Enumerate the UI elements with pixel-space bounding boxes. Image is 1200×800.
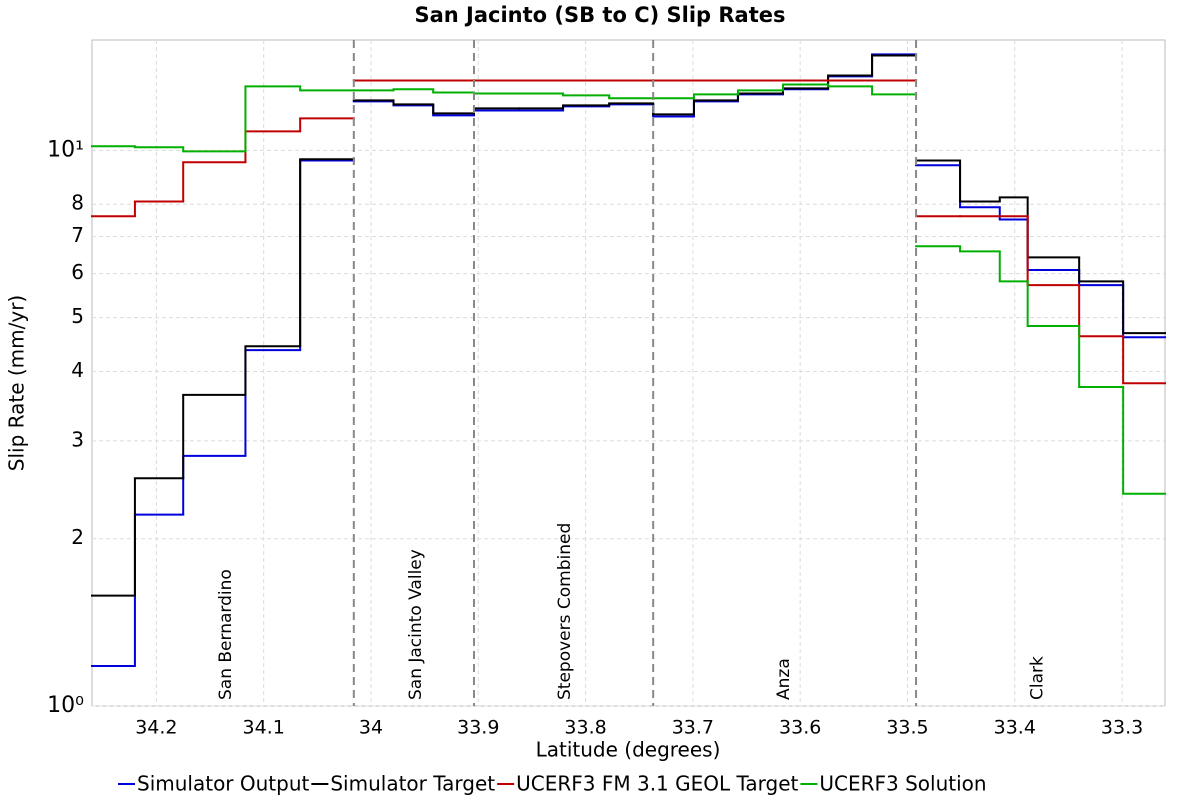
legend-label: Simulator Target <box>330 772 495 796</box>
chart-title: San Jacinto (SB to C) Slip Rates <box>414 3 785 27</box>
section-label: San Jacinto Valley <box>406 549 426 700</box>
section-label: San Bernardino <box>216 569 236 700</box>
y-tick-label: 3 <box>71 427 84 451</box>
section-label: Stepovers Combined <box>555 523 575 700</box>
legend-label: UCERF3 FM 3.1 GEOL Target <box>516 772 798 796</box>
y-tick-label: 2 <box>71 525 84 549</box>
section-label: Anza <box>774 658 794 700</box>
y-tick-label: 4 <box>71 358 84 382</box>
x-axis-label: Latitude (degrees) <box>536 738 721 762</box>
legend-label: Simulator Output <box>137 772 310 796</box>
x-tick-label: 34.2 <box>135 717 177 739</box>
x-tick-label: 33.9 <box>457 717 499 739</box>
x-tick-label: 33.3 <box>1101 717 1143 739</box>
y-tick-label: 10¹ <box>47 137 84 162</box>
y-tick-label: 10⁰ <box>47 693 84 718</box>
plot-area <box>91 39 1166 707</box>
y-tick-label: 7 <box>71 223 84 247</box>
x-tick-label: 33.5 <box>886 717 928 739</box>
y-tick-label: 8 <box>71 191 84 215</box>
legend-label: UCERF3 Solution <box>819 772 986 796</box>
x-tick-label: 33.4 <box>994 717 1036 739</box>
y-tick-label: 6 <box>71 260 84 284</box>
x-tick-label: 33.7 <box>672 717 714 739</box>
x-tick-label: 33.8 <box>564 717 606 739</box>
y-tick-label: 5 <box>71 304 84 328</box>
y-axis-label: Slip Rate (mm/yr) <box>5 295 29 471</box>
section-label: Clark <box>1027 656 1047 700</box>
x-tick-label: 34.1 <box>243 717 285 739</box>
x-tick-label: 34 <box>359 717 383 739</box>
x-tick-label: 33.6 <box>779 717 821 739</box>
